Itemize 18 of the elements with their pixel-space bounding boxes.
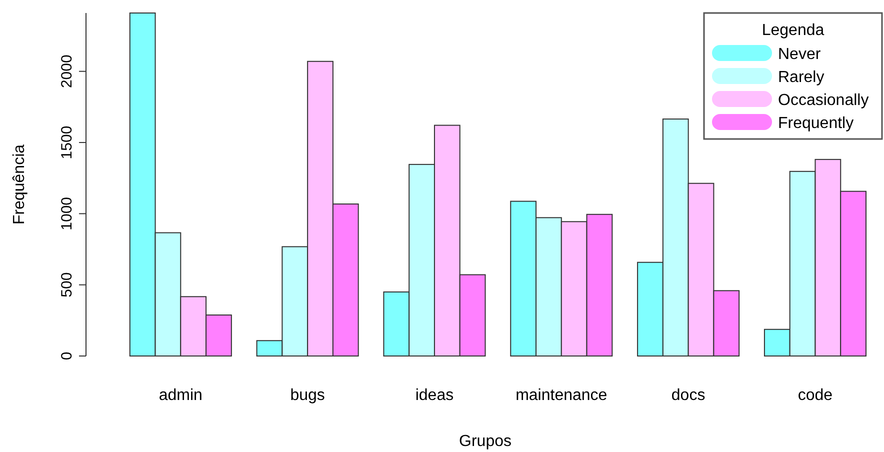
x-tick-label: maintenance xyxy=(516,387,608,404)
x-tick-label: bugs xyxy=(290,387,325,404)
legend-label: Never xyxy=(778,46,822,63)
y-axis-title: Frequência xyxy=(11,144,28,225)
y-tick-label: 500 xyxy=(58,272,76,298)
x-tick-label: code xyxy=(798,387,833,404)
x-tick-label: admin xyxy=(158,387,202,404)
x-tick-label: docs xyxy=(671,387,706,404)
x-axis-title: Grupos xyxy=(459,433,512,450)
y-tick-label: 0 xyxy=(58,352,76,360)
y-tick-label: 1000 xyxy=(58,196,76,230)
legend-label: Frequently xyxy=(778,115,854,132)
x-tick-label: ideas xyxy=(415,387,454,404)
legend-label: Rarely xyxy=(778,69,824,86)
y-tick-label: 1500 xyxy=(58,126,76,160)
y-tick-label: 2000 xyxy=(58,54,76,88)
legend-title: Legenda xyxy=(762,22,824,39)
legend-label: Occasionally xyxy=(778,92,869,109)
